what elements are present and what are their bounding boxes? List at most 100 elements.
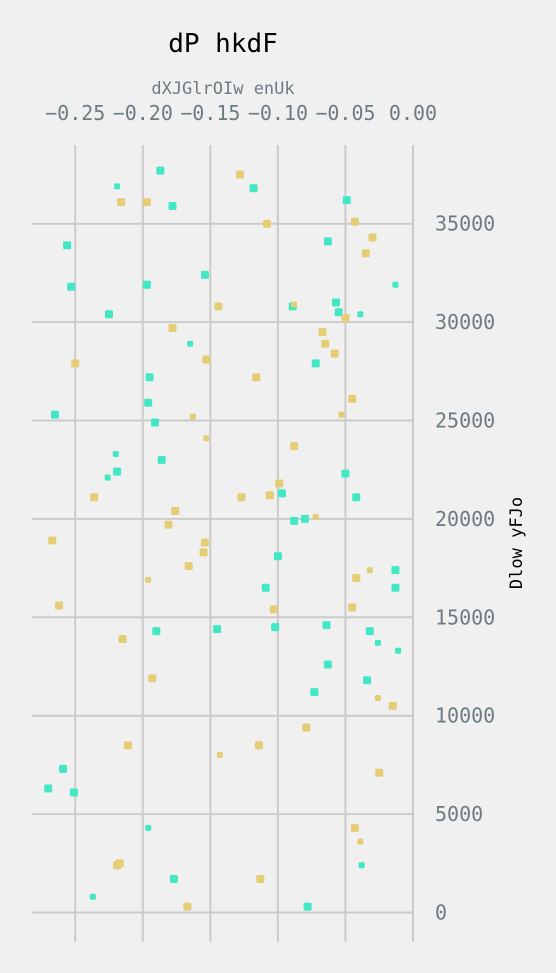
data-point-series-1 bbox=[342, 196, 351, 205]
data-point-series-1 bbox=[145, 373, 154, 382]
data-point-series-1 bbox=[200, 270, 209, 279]
data-point-series-2 bbox=[368, 233, 377, 242]
data-point-series-1 bbox=[144, 398, 153, 407]
data-point-series-2 bbox=[48, 536, 57, 545]
data-point-series-1 bbox=[392, 281, 399, 288]
data-point-series-2 bbox=[113, 861, 122, 870]
data-point-series-1 bbox=[311, 359, 320, 368]
data-point-series-1 bbox=[357, 311, 364, 318]
data-point-series-1 bbox=[303, 902, 312, 911]
data-point-series-1 bbox=[391, 566, 400, 575]
data-point-series-1 bbox=[341, 469, 350, 478]
data-point-series-2 bbox=[357, 838, 364, 845]
data-point-series-2 bbox=[237, 493, 246, 502]
data-point-series-1 bbox=[249, 184, 258, 193]
y-tick-label: 5000 bbox=[435, 802, 483, 826]
data-point-series-2 bbox=[200, 538, 209, 547]
data-point-series-2 bbox=[142, 198, 151, 207]
data-point-series-1 bbox=[273, 552, 282, 561]
data-point-series-2 bbox=[117, 198, 126, 207]
y-tick-label: 35000 bbox=[435, 212, 495, 236]
data-point-series-2 bbox=[118, 634, 127, 643]
data-point-series-1 bbox=[44, 784, 53, 793]
y-axis-label: Dlow yFJo bbox=[507, 497, 527, 589]
data-point-series-2 bbox=[321, 339, 330, 348]
data-point-series-2 bbox=[123, 741, 132, 750]
data-point-series-2 bbox=[55, 601, 64, 610]
data-point-series-2 bbox=[290, 442, 299, 451]
chart-title: dP hkdF bbox=[168, 29, 278, 59]
data-point-series-1 bbox=[358, 862, 365, 869]
data-point-series-2 bbox=[263, 219, 272, 228]
data-point-series-2 bbox=[148, 674, 157, 683]
data-point-series-1 bbox=[300, 514, 309, 523]
data-point-series-1 bbox=[69, 788, 78, 797]
data-point-series-2 bbox=[254, 741, 263, 750]
data-point-series-2 bbox=[374, 694, 381, 701]
data-point-series-2 bbox=[312, 513, 319, 520]
data-point-series-1 bbox=[365, 627, 374, 636]
data-point-series-1 bbox=[290, 516, 299, 525]
data-point-series-2 bbox=[236, 170, 245, 179]
data-point-series-2 bbox=[189, 413, 196, 420]
data-point-series-2 bbox=[203, 435, 210, 442]
data-point-series-2 bbox=[348, 394, 357, 403]
data-point-series-2 bbox=[269, 605, 278, 614]
data-point-series-1 bbox=[113, 467, 122, 476]
data-point-series-1 bbox=[104, 474, 111, 481]
data-point-series-1 bbox=[363, 676, 372, 685]
data-point-series-2 bbox=[145, 576, 152, 583]
data-point-series-1 bbox=[67, 282, 76, 291]
data-point-series-1 bbox=[145, 824, 152, 831]
data-point-series-1 bbox=[150, 418, 159, 427]
data-point-series-2 bbox=[164, 520, 173, 529]
data-point-series-1 bbox=[391, 583, 400, 592]
data-point-series-2 bbox=[318, 327, 327, 336]
grid-lines bbox=[32, 145, 414, 942]
data-point-series-1 bbox=[213, 625, 222, 634]
data-point-series-2 bbox=[71, 359, 80, 368]
x-tick-label: −0.10 bbox=[248, 101, 308, 125]
data-point-series-2 bbox=[252, 373, 261, 382]
data-point-series-1 bbox=[157, 455, 166, 464]
data-point-series-2 bbox=[361, 249, 370, 258]
data-point-series-2 bbox=[171, 507, 180, 516]
data-point-series-2 bbox=[388, 701, 397, 710]
data-point-series-2 bbox=[90, 493, 99, 502]
data-point-series-2 bbox=[350, 217, 359, 226]
data-point-series-2 bbox=[199, 548, 208, 557]
x-tick-label: −0.20 bbox=[113, 101, 173, 125]
data-point-series-2 bbox=[168, 324, 177, 333]
data-point-series-1 bbox=[114, 183, 121, 190]
data-point-series-2 bbox=[275, 479, 284, 488]
data-point-series-1 bbox=[395, 647, 402, 654]
x-tick-label: −0.05 bbox=[315, 101, 375, 125]
data-point-series-1 bbox=[187, 340, 194, 347]
data-point-series-2 bbox=[302, 723, 311, 732]
data-point-series-1 bbox=[59, 764, 68, 773]
data-point-series-1 bbox=[352, 493, 361, 502]
data-point-series-2 bbox=[330, 349, 339, 358]
data-point-series-1 bbox=[271, 623, 280, 632]
data-point-series-1 bbox=[331, 298, 340, 307]
data-point-series-1 bbox=[334, 308, 343, 317]
data-point-series-1 bbox=[156, 166, 165, 175]
data-points bbox=[44, 166, 402, 911]
data-point-series-1 bbox=[105, 310, 114, 319]
data-point-series-1 bbox=[277, 489, 286, 498]
data-point-series-2 bbox=[291, 301, 298, 308]
x-tick-label: −0.15 bbox=[180, 101, 240, 125]
y-tick-label: 30000 bbox=[435, 310, 495, 334]
y-tick-label: 0 bbox=[435, 900, 447, 924]
data-point-series-2 bbox=[366, 567, 373, 574]
y-tick-label: 15000 bbox=[435, 605, 495, 629]
data-point-series-1 bbox=[374, 639, 381, 646]
data-point-series-1 bbox=[169, 875, 178, 884]
y-tick-label: 25000 bbox=[435, 409, 495, 433]
data-point-series-1 bbox=[310, 688, 319, 697]
y-tick-label: 10000 bbox=[435, 704, 495, 728]
data-point-series-2 bbox=[341, 314, 350, 323]
data-point-series-2 bbox=[184, 562, 193, 571]
data-point-series-2 bbox=[352, 573, 361, 582]
